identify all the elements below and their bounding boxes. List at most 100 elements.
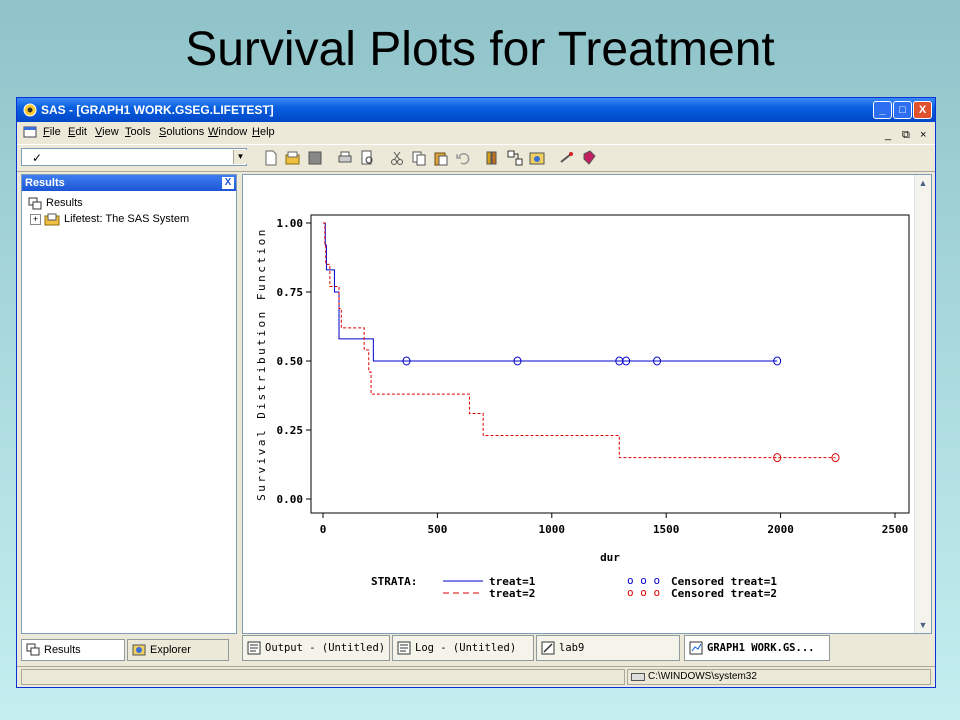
legend-censored-marker: o o o xyxy=(627,574,660,587)
y-tick-label: 0.75 xyxy=(277,286,304,299)
graph-window: 0.00 0.25 0.50 0.75 1.00 0 500 1000 1500 2000 2500… xyxy=(242,174,932,634)
menu-window[interactable]: Window xyxy=(208,126,248,138)
new-icon[interactable] xyxy=(263,150,279,166)
menu-bar: File Edit View Tools Solutions Window He… xyxy=(17,122,935,142)
plot-frame xyxy=(310,214,910,514)
tab-results[interactable]: Results xyxy=(21,639,125,661)
censored-marker xyxy=(622,356,631,366)
menu-view[interactable]: View xyxy=(95,126,119,138)
maximize-button[interactable]: □ xyxy=(893,101,912,119)
y-tick-label: 0.00 xyxy=(277,493,304,506)
explorer-tab-icon xyxy=(132,644,146,656)
minimize-button[interactable]: _ xyxy=(873,101,892,119)
command-input[interactable] xyxy=(54,150,238,164)
print-preview-icon[interactable] xyxy=(359,150,375,166)
censored-marker xyxy=(773,453,782,463)
status-path: C:\WINDOWS\system32 xyxy=(627,669,931,685)
tab-label: Results xyxy=(44,644,81,656)
x-tick-label: 500 xyxy=(427,523,447,536)
scroll-down-icon[interactable]: ▼ xyxy=(918,620,928,630)
legend-series-label: treat=2 xyxy=(489,587,535,600)
results-header: Results X xyxy=(22,175,236,191)
cut-icon[interactable] xyxy=(389,150,405,166)
tree-item-label: Lifetest: The SAS System xyxy=(64,213,190,225)
drive-icon xyxy=(631,673,645,681)
task-lab9[interactable]: lab9 xyxy=(536,635,680,661)
censored-marker xyxy=(402,356,411,366)
undo-icon[interactable] xyxy=(455,150,471,166)
x-tick-label: 2000 xyxy=(767,523,794,536)
window-taskbar: Output - (Untitled) Log - (Untitled) lab… xyxy=(242,635,932,663)
document-icon xyxy=(23,126,37,138)
close-button[interactable]: X xyxy=(913,101,932,119)
scroll-up-icon[interactable]: ▲ xyxy=(918,178,928,188)
print-icon[interactable] xyxy=(337,150,353,166)
toolbar: ✓ ▼ xyxy=(17,144,935,172)
explorer-icon[interactable] xyxy=(507,150,523,166)
task-graph1[interactable]: GRAPH1 WORK.GS... xyxy=(684,635,830,661)
x-tick-label: 1500 xyxy=(653,523,680,536)
copy-icon[interactable] xyxy=(411,150,427,166)
log-icon xyxy=(397,641,411,655)
status-bar: C:\WINDOWS\system32 xyxy=(17,666,935,687)
legend-censored-label: Censored treat=2 xyxy=(671,587,777,600)
tree-item-label: Results xyxy=(46,197,83,209)
menu-solutions[interactable]: Solutions xyxy=(159,126,205,138)
task-label: lab9 xyxy=(559,642,585,654)
mdi-minimize-button[interactable]: _ xyxy=(885,129,892,141)
tab-explorer[interactable]: Explorer xyxy=(127,639,229,661)
series-line-treat1 xyxy=(323,222,778,362)
status-message xyxy=(21,669,625,685)
x-tick-label: 0 xyxy=(320,523,327,536)
task-label: Output - (Untitled) xyxy=(265,642,386,654)
survival-chart: 0.00 0.25 0.50 0.75 1.00 0 500 1000 1500 2000 2500… xyxy=(255,214,910,600)
censored-marker xyxy=(773,356,782,366)
open-icon[interactable] xyxy=(285,150,301,166)
x-tick-label: 2500 xyxy=(882,523,909,536)
legend-header: STRATA: xyxy=(371,575,417,588)
help-icon[interactable] xyxy=(581,150,597,166)
censored-marker xyxy=(513,356,522,366)
task-label: Log - (Untitled) xyxy=(415,642,517,654)
legend-censored-label: Censored treat=1 xyxy=(671,575,777,588)
mdi-restore-button[interactable]: ⧉ xyxy=(902,129,910,141)
x-axis-label: dur xyxy=(600,551,620,564)
menu-edit[interactable]: Edit xyxy=(68,126,87,138)
task-label: GRAPH1 WORK.GS... xyxy=(707,642,815,654)
check-icon[interactable]: ✓ xyxy=(32,151,43,165)
tab-label: Explorer xyxy=(150,644,191,656)
menu-help[interactable]: Help xyxy=(252,126,275,138)
vertical-scrollbar[interactable]: ▲ ▼ xyxy=(914,175,931,633)
left-tabs: Results Explorer xyxy=(21,639,237,661)
save-icon[interactable] xyxy=(307,150,323,166)
status-path-label: C:\WINDOWS\system32 xyxy=(648,671,757,682)
window-title: SAS - [GRAPH1 WORK.GSEG.LIFETEST] xyxy=(41,103,274,117)
paste-icon[interactable] xyxy=(433,150,449,166)
censored-marker xyxy=(653,356,662,366)
graph-icon xyxy=(689,641,703,655)
run-icon[interactable] xyxy=(559,150,575,166)
results-close-button[interactable]: X xyxy=(222,177,234,189)
results-icon[interactable] xyxy=(529,150,545,166)
y-tick-label: 1.00 xyxy=(277,217,304,230)
legend-censored-marker: o o o xyxy=(627,586,660,599)
sas-window: SAS - [GRAPH1 WORK.GSEG.LIFETEST] _ □ X … xyxy=(16,97,936,688)
legend-series-label: treat=1 xyxy=(489,575,536,588)
mdi-close-button[interactable]: × xyxy=(920,129,927,141)
command-box: ✓ ▼ xyxy=(21,148,247,166)
title-bar[interactable]: SAS - [GRAPH1 WORK.GSEG.LIFETEST] _ □ X xyxy=(17,98,935,122)
tree-expander[interactable]: + xyxy=(30,214,41,225)
lifetest-folder-icon xyxy=(44,213,60,226)
slide-title: Survival Plots for Treatment xyxy=(185,23,775,76)
y-axis-label: Survival Distribution Function xyxy=(255,227,268,501)
y-tick-label: 0.25 xyxy=(277,424,304,437)
menu-file[interactable]: File xyxy=(43,126,61,138)
library-icon[interactable] xyxy=(485,150,501,166)
task-output[interactable]: Output - (Untitled) xyxy=(242,635,390,661)
output-icon xyxy=(247,641,261,655)
results-panel: Results X Results + Lifetest: The SAS Sy… xyxy=(21,174,237,634)
task-log[interactable]: Log - (Untitled) xyxy=(392,635,534,661)
menu-tools[interactable]: Tools xyxy=(125,126,151,138)
results-tab-icon xyxy=(26,643,40,656)
chevron-down-icon[interactable]: ▼ xyxy=(233,150,247,164)
